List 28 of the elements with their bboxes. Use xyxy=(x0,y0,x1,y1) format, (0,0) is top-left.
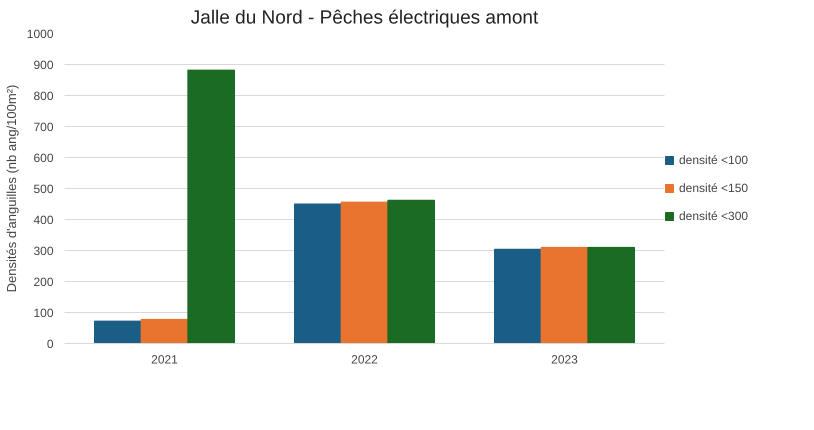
y-tick-label: 200 xyxy=(33,275,54,289)
y-tick-label: 0 xyxy=(46,337,54,351)
x-tick-label: 2023 xyxy=(551,352,578,366)
x-tick-label: 2022 xyxy=(351,352,378,366)
y-tick-label: 400 xyxy=(33,213,54,227)
bar xyxy=(187,70,235,344)
y-tick-label: 800 xyxy=(33,89,54,103)
legend-label: densité <100 xyxy=(679,153,748,167)
y-tick-label: 1000 xyxy=(26,27,54,41)
x-tick-label: 2021 xyxy=(151,352,178,366)
bar xyxy=(94,320,142,344)
bar xyxy=(140,318,188,344)
bar xyxy=(494,248,542,344)
y-tick-label: 300 xyxy=(33,244,54,258)
y-tick-label: 900 xyxy=(33,58,54,72)
bar xyxy=(340,202,388,344)
bar xyxy=(387,200,435,344)
y-tick-label: 100 xyxy=(33,306,54,320)
legend-label: densité <300 xyxy=(679,209,748,223)
legend-label: densité <150 xyxy=(679,181,748,195)
bar xyxy=(540,246,588,344)
bar xyxy=(587,246,635,344)
bar xyxy=(294,204,342,344)
chart-title: Jalle du Nord - Pêches électriques amont xyxy=(190,8,539,28)
y-tick-label: 600 xyxy=(33,151,54,165)
y-axis-title: Densités d'anguilles (nb ang/100m²) xyxy=(4,84,19,292)
y-tick-label: 700 xyxy=(33,120,54,134)
y-tick-label: 500 xyxy=(33,182,54,196)
